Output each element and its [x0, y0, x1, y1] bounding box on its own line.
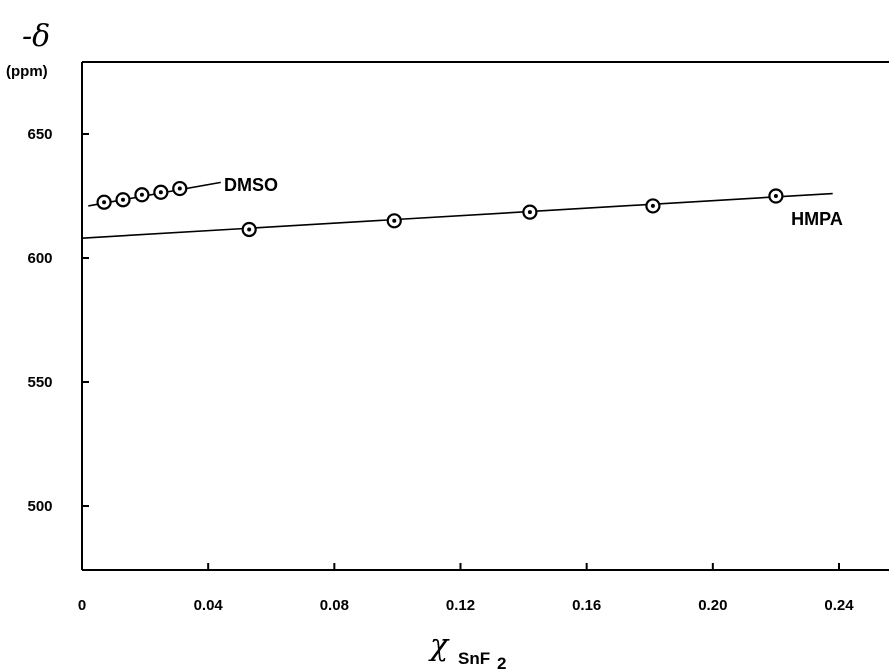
series-hmpa: HMPA	[81, 188, 843, 239]
hmpa-point	[645, 198, 661, 214]
dmso-point	[115, 192, 131, 208]
y-tick-label: 650	[27, 126, 52, 143]
dmso-point	[153, 184, 169, 200]
dmso-series-label: DMSO	[224, 175, 278, 195]
x-tick-label: 0.08	[320, 597, 349, 614]
x-tick-label: 0.12	[446, 597, 475, 614]
x-tick-label: 0.04	[194, 597, 224, 614]
x-axis-label: χ SnF 2	[428, 628, 506, 671]
hmpa-point	[241, 221, 257, 238]
y-tick-label: 550	[27, 374, 52, 391]
y-axis-symbol: -δ	[22, 19, 50, 54]
y-tick-label: 500	[27, 498, 52, 515]
x-tick-label: 0.20	[698, 597, 727, 614]
dmso-point	[96, 194, 112, 210]
x-tick-label: 0.24	[824, 597, 854, 614]
y-ticks: 500 550 600 650	[27, 126, 89, 515]
x-tick-label: 0.16	[572, 597, 601, 614]
hmpa-point	[522, 204, 538, 220]
hmpa-point	[768, 188, 784, 204]
hmpa-point	[386, 213, 402, 229]
axes	[81, 61, 889, 571]
hmpa-fit-line	[81, 192, 833, 239]
x-axis-symbol: χ	[428, 628, 450, 663]
y-axis-unit: (ppm)	[6, 63, 48, 80]
dmso-point	[172, 180, 188, 197]
x-axis-subscript-index: 2	[497, 654, 506, 671]
x-ticks: 0 0.04 0.08 0.12 0.16 0.20 0.24	[78, 563, 854, 614]
x-tick-label: 0	[78, 597, 86, 614]
series: DMSO HMPA	[81, 175, 843, 239]
y-tick-label: 600	[27, 250, 52, 267]
series-dmso: DMSO	[88, 175, 278, 210]
x-axis-subscript: SnF	[458, 649, 490, 668]
dmso-point	[134, 187, 150, 203]
hmpa-series-label: HMPA	[791, 209, 843, 229]
